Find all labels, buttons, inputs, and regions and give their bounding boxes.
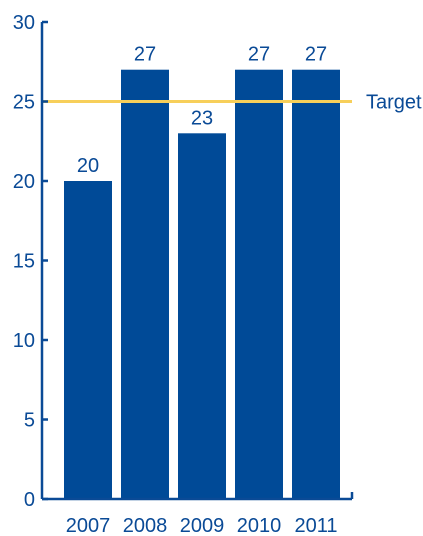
bar-2008 xyxy=(121,69,169,499)
y-tick-label-30: 30 xyxy=(13,12,35,34)
y-tick-label-25: 25 xyxy=(13,92,35,114)
y-tick-label-10: 10 xyxy=(13,330,35,352)
bar-2011 xyxy=(292,69,340,499)
y-tick-label-0: 0 xyxy=(24,489,35,511)
data-label-2007: 20 xyxy=(77,155,99,177)
y-tick-label-20: 20 xyxy=(13,171,35,193)
data-label-2009: 23 xyxy=(191,107,213,129)
bar-2010 xyxy=(235,69,283,499)
x-tick-label-2009: 2009 xyxy=(180,515,225,536)
bar-2009 xyxy=(178,133,226,500)
x-tick-label-2010: 2010 xyxy=(237,515,282,536)
y-tick-label-15: 15 xyxy=(13,251,35,273)
data-labels-group: 20 27 23 27 27 xyxy=(77,44,327,177)
x-tick-label-2007: 2007 xyxy=(66,515,111,536)
x-tick-label-2011: 2011 xyxy=(294,515,337,536)
target-label: Target xyxy=(366,92,422,114)
data-label-2011: 27 xyxy=(305,44,327,66)
data-label-2010: 27 xyxy=(248,44,270,66)
y-axis: 0 5 10 15 20 25 30 xyxy=(13,12,48,511)
y-tick-label-5: 5 xyxy=(24,410,35,432)
data-label-2008: 27 xyxy=(134,44,156,66)
bars-group xyxy=(64,69,340,500)
x-tick-label-2008: 2008 xyxy=(123,515,168,536)
bar-2007 xyxy=(64,181,112,499)
x-axis: 2007 2008 2009 2010 2011 xyxy=(42,492,354,536)
